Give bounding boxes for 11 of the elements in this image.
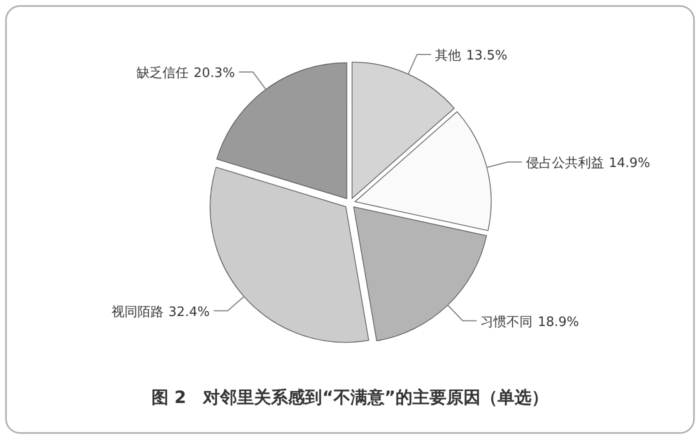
data-label: 32.4% <box>168 304 210 320</box>
data-label: 20.3% <box>194 66 235 82</box>
slice-label: 缺乏信任 <box>136 66 189 82</box>
data-label: 14.9% <box>608 156 650 171</box>
slice-label: 习惯不同 <box>480 314 533 330</box>
slice-label: 视同陌路 <box>111 304 164 320</box>
slice-label: 侵占公共利益 <box>526 156 604 171</box>
text: 图 2 对邻里关系感到“不满意”的主要原因（单选） <box>151 388 549 408</box>
data-label: 13.5% <box>466 48 508 64</box>
slice-label: 其他 <box>435 48 462 64</box>
data-label: 18.9% <box>538 314 580 330</box>
